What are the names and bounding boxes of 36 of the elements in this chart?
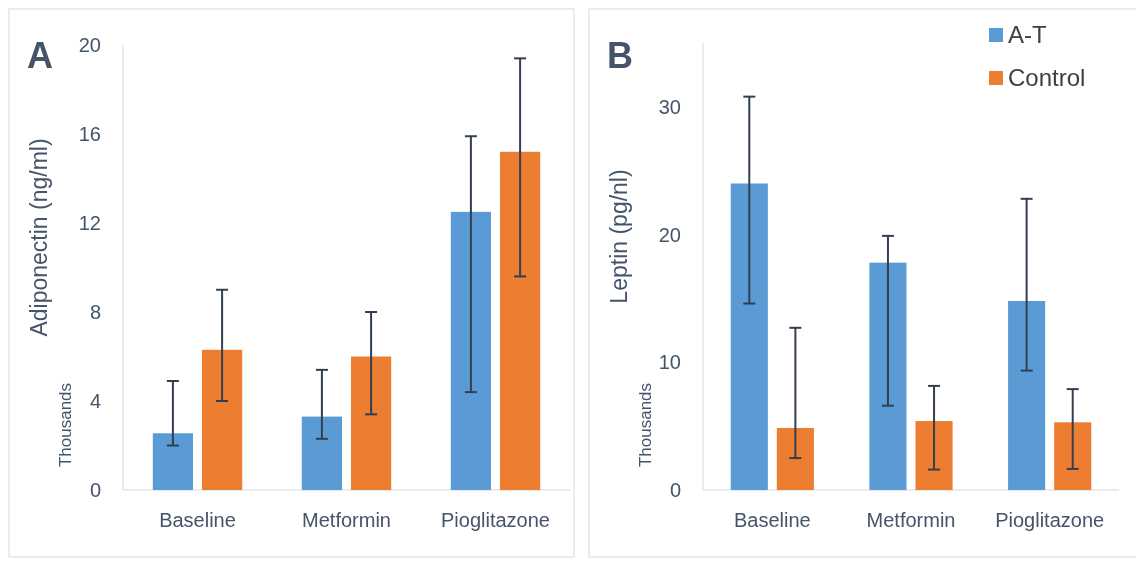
bar [202,349,243,490]
y-tick-label: 4 [89,390,101,412]
y-tick-label: 20 [658,223,681,246]
y-tick-label: 0 [89,479,101,501]
bar [500,151,541,490]
bar [869,262,907,490]
bar [450,211,491,490]
x-tick-label: Pioglitazone [441,509,550,531]
x-tick-label: Pioglitazone [995,509,1105,531]
x-tick-label: Metformin [866,509,956,531]
y-tick-label: 10 [658,351,681,374]
y-tick-label: 12 [78,212,101,234]
y-axis-title: Adiponectin (ng/ml) [26,138,52,337]
x-tick-label: Baseline [733,509,811,531]
bar [1054,422,1092,490]
chart-title: A [27,35,53,76]
y-tick-label: 8 [89,301,101,323]
y-tick-label: 30 [658,95,681,118]
chart-title: B [607,35,633,76]
bar [776,427,814,490]
x-tick-label: Metformin [302,509,391,531]
bar [301,416,342,490]
bar [351,356,392,490]
bar [730,183,768,490]
y-tick-label: 0 [669,479,681,501]
x-tick-label: Baseline [159,509,236,531]
text: Thousands [636,382,655,468]
bar [1008,300,1046,490]
legend-label: A-T [1008,21,1047,49]
y-tick-label: 16 [78,123,101,145]
text: Thousands [56,382,75,468]
y-axis-title: Leptin (pg/nl) [606,169,632,304]
bar [152,433,193,490]
y-tick-label: 20 [78,34,101,56]
bar [915,421,953,490]
legend-label: Control [1008,64,1086,92]
